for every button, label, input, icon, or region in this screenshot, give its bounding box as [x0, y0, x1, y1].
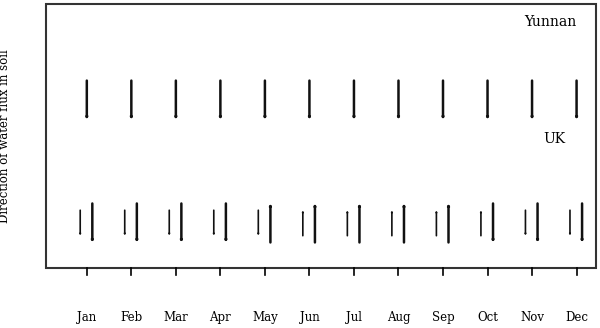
Text: Yunnan: Yunnan [524, 15, 577, 29]
Bar [46, 4, 596, 268]
Text: UK: UK [544, 132, 566, 146]
Text: Direction of water flux in soil: Direction of water flux in soil [0, 49, 11, 223]
